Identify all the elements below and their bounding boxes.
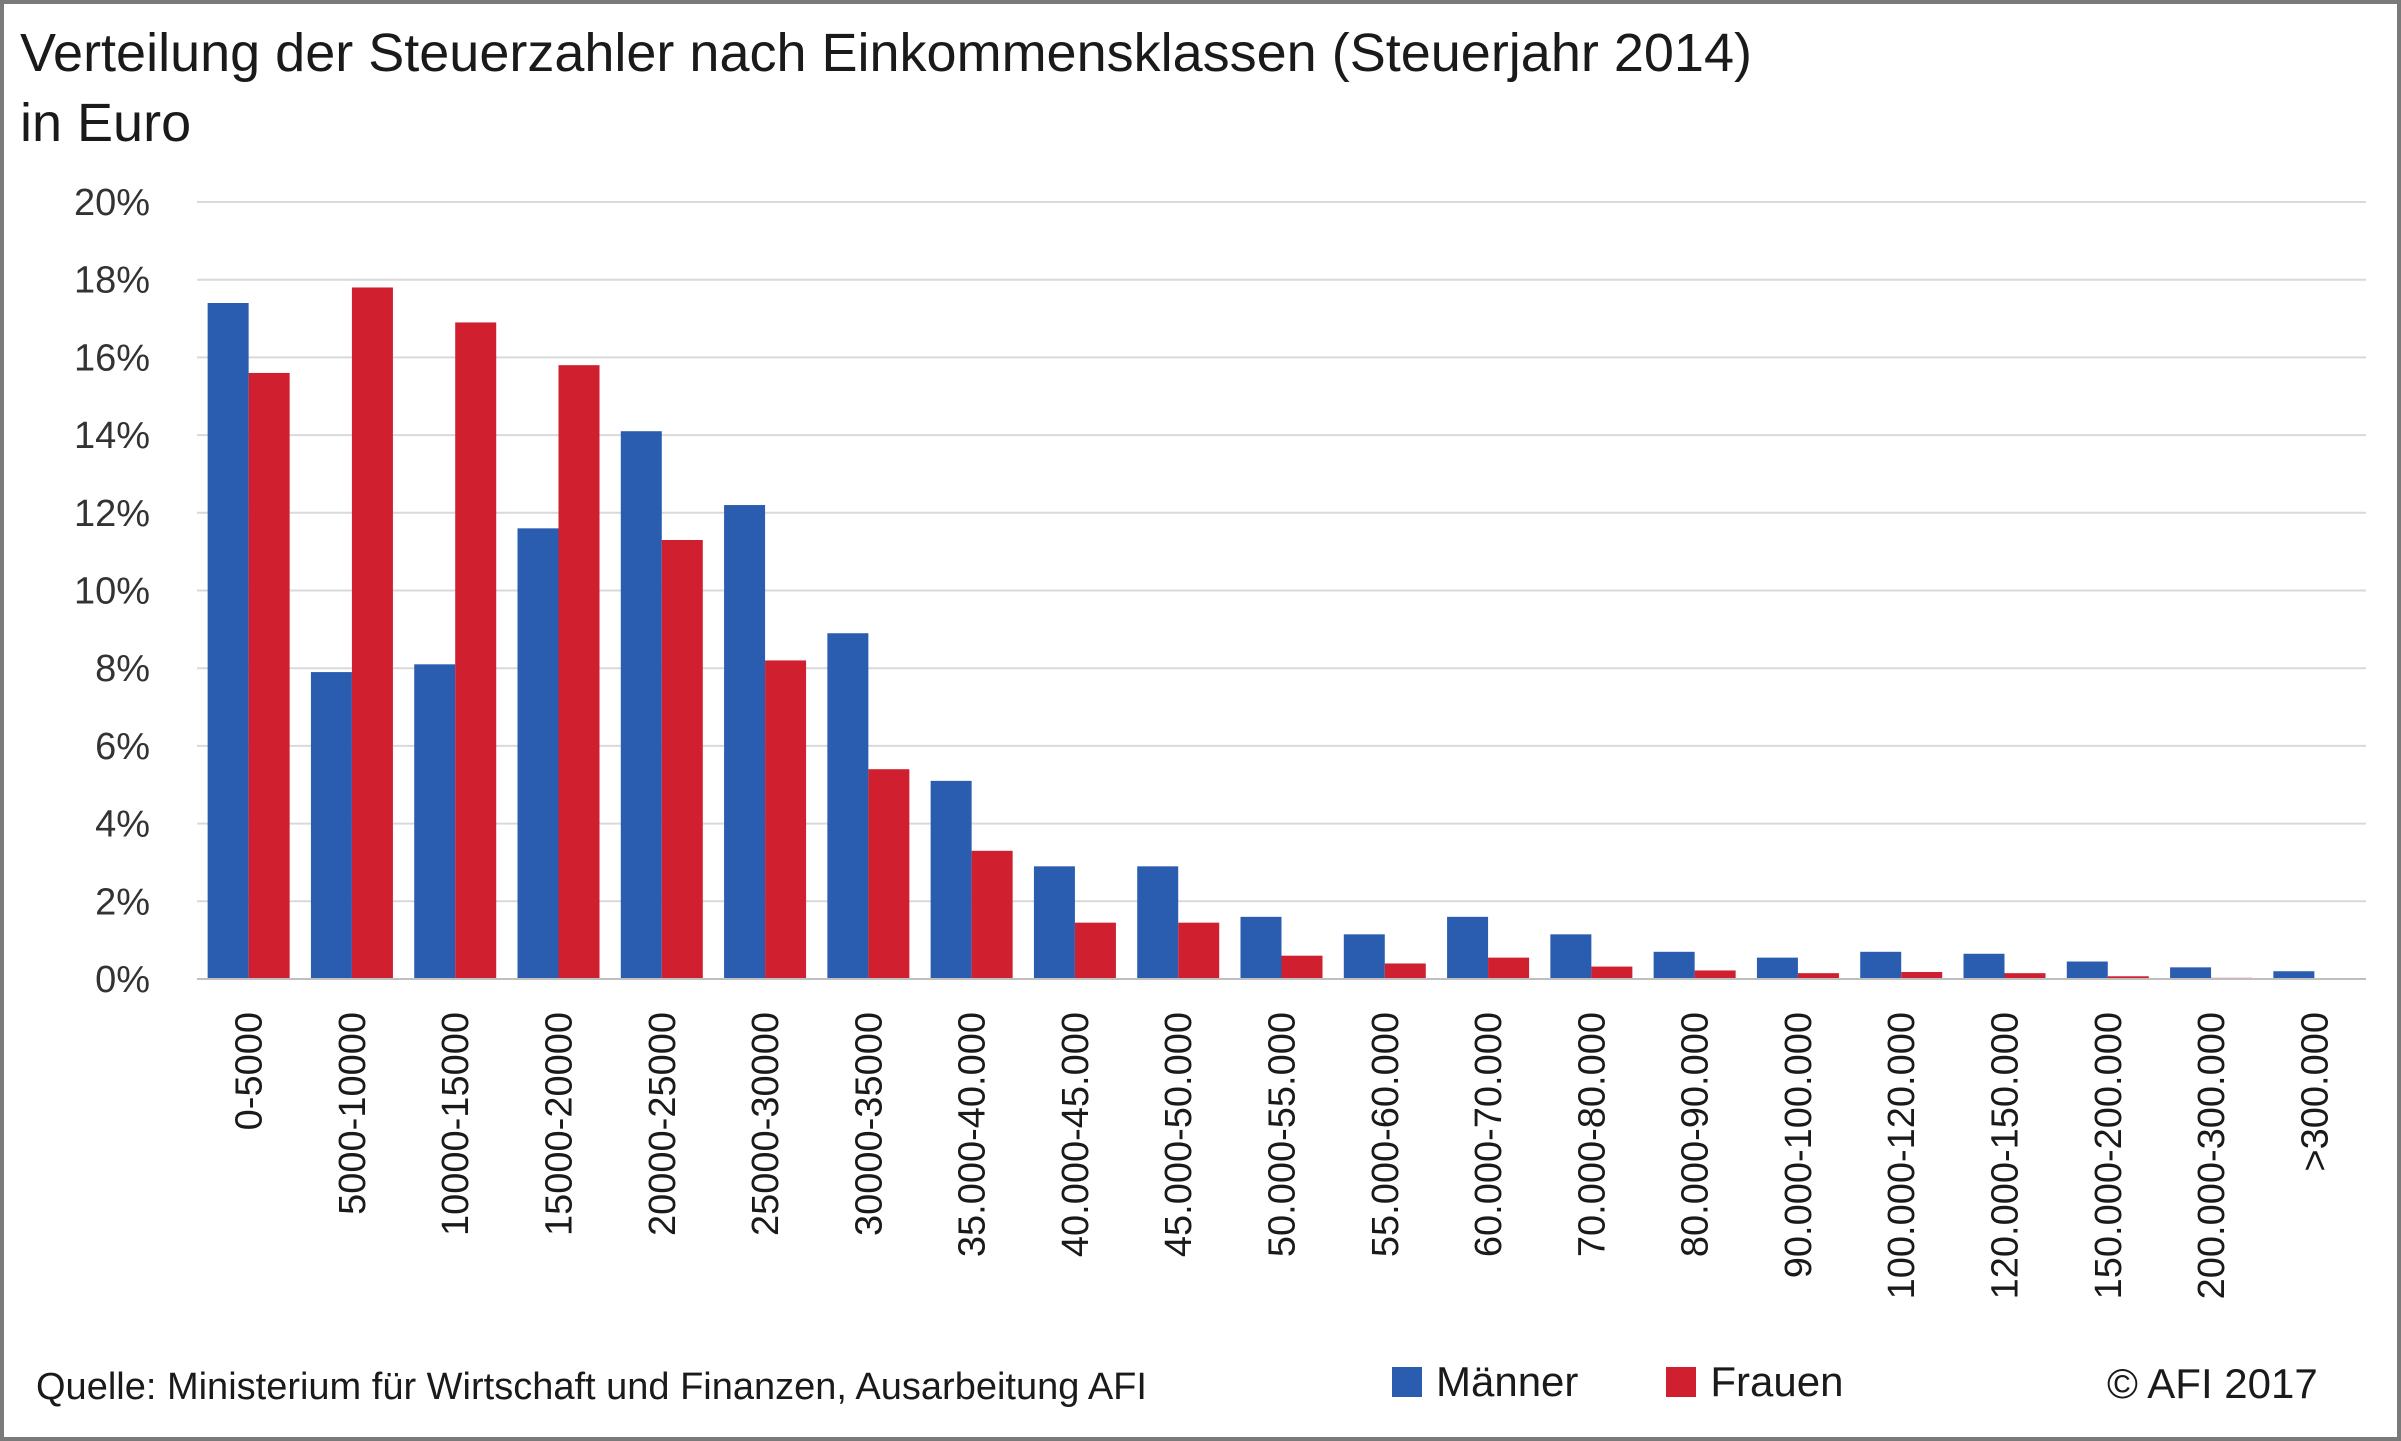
x-tick-label: 20000-25000 bbox=[642, 1012, 684, 1236]
x-tick-label: 25000-30000 bbox=[745, 1012, 787, 1236]
y-tick-label: 10% bbox=[74, 571, 150, 613]
y-tick-label: 14% bbox=[74, 415, 150, 457]
x-tick-label: 200.000-300.000 bbox=[2191, 1012, 2233, 1299]
bar-maenner bbox=[2066, 961, 2108, 979]
bar-maenner bbox=[1137, 866, 1179, 979]
bar-frauen bbox=[1281, 955, 1323, 979]
bar-frauen bbox=[558, 365, 600, 979]
x-axis-ticks: 0-5000 5000-10000 10000-15000 15000-20000 20… bbox=[229, 1012, 2337, 1299]
y-tick-label: 18% bbox=[74, 260, 150, 302]
x-tick-label: 30000-35000 bbox=[848, 1012, 890, 1236]
bar-maenner bbox=[517, 528, 559, 979]
bar-maenner bbox=[310, 672, 352, 979]
legend-swatch-maenner bbox=[1392, 1367, 1422, 1397]
legend-item-frauen: Frauen bbox=[1666, 1358, 1843, 1406]
bar-maenner bbox=[1756, 957, 1798, 979]
y-tick-label: 16% bbox=[74, 337, 150, 379]
bar-frauen bbox=[248, 372, 290, 979]
bar-frauen bbox=[2004, 973, 2046, 979]
bar-frauen bbox=[351, 287, 393, 980]
x-tick-label: 55.000-60.000 bbox=[1365, 1012, 1407, 1257]
chart-title: Verteilung der Steuerzahler nach Einkomm… bbox=[20, 18, 1752, 158]
x-tick-label: 45.000-50.000 bbox=[1158, 1012, 1200, 1257]
copyright-note: © AFI 2017 bbox=[2107, 1360, 2318, 1407]
x-tick-label: 100.000-120.000 bbox=[1881, 1012, 1923, 1299]
bar-frauen bbox=[2107, 976, 2149, 979]
y-axis-ticks: 0% 2% 4% 6% 8% 10% 12% 14% 16% 18% 20% bbox=[74, 182, 150, 1001]
x-tick-label: 10000-15000 bbox=[435, 1012, 477, 1236]
bar-maenner bbox=[414, 664, 456, 979]
bar-frauen bbox=[661, 539, 703, 979]
legend-label-frauen: Frauen bbox=[1710, 1358, 1844, 1405]
y-tick-label: 4% bbox=[95, 804, 150, 846]
source-note: Quelle: Ministerium für Wirtschaft und F… bbox=[36, 1366, 1147, 1408]
bar-maenner bbox=[724, 505, 766, 979]
bar-frauen bbox=[1384, 963, 1426, 979]
y-tick-label: 6% bbox=[95, 726, 150, 768]
y-tick-label: 12% bbox=[74, 493, 150, 535]
chart-title-line1: Verteilung der Steuerzahler nach Einkomm… bbox=[20, 23, 1752, 83]
x-tick-label: 90.000-100.000 bbox=[1778, 1012, 1820, 1278]
bar-frauen bbox=[455, 322, 497, 979]
x-tick-label: 70.000-80.000 bbox=[1571, 1012, 1613, 1257]
bar-maenner bbox=[2170, 967, 2212, 979]
x-tick-label: 150.000-200.000 bbox=[2088, 1012, 2130, 1299]
bars bbox=[207, 287, 2315, 980]
legend-label-maenner: Männer bbox=[1436, 1358, 1579, 1405]
legend-item-maenner: Männer bbox=[1392, 1358, 1578, 1406]
bar-maenner bbox=[1240, 916, 1282, 979]
bar-chart: 0% 2% 4% 6% 8% 10% 12% 14% 16% 18% 20% 0-5000 5000-… bbox=[74, 182, 2366, 1299]
bar-frauen bbox=[1797, 973, 1839, 979]
bar-frauen bbox=[1178, 922, 1220, 979]
bar-maenner bbox=[620, 431, 662, 980]
bar-frauen bbox=[765, 660, 807, 979]
bar-frauen bbox=[868, 769, 910, 979]
legend: Männer Frauen bbox=[1392, 1358, 1931, 1406]
x-tick-label: >300.000 bbox=[2294, 1012, 2336, 1172]
bar-maenner bbox=[1963, 953, 2005, 979]
x-tick-label: 15000-20000 bbox=[539, 1012, 581, 1236]
y-tick-label: 8% bbox=[95, 648, 150, 690]
bar-maenner bbox=[1550, 934, 1592, 979]
x-tick-label: 40.000-45.000 bbox=[1055, 1012, 1097, 1257]
x-tick-label: 5000-10000 bbox=[332, 1012, 374, 1215]
bar-frauen bbox=[1591, 966, 1633, 979]
chart-title-line2: in Euro bbox=[20, 93, 192, 153]
bar-frauen bbox=[971, 850, 1013, 979]
bar-maenner bbox=[827, 633, 869, 979]
y-tick-label: 0% bbox=[95, 959, 150, 1001]
bar-maenner bbox=[1860, 951, 1902, 979]
y-tick-label: 2% bbox=[95, 881, 150, 923]
legend-swatch-frauen bbox=[1666, 1367, 1697, 1397]
bar-frauen bbox=[1488, 957, 1530, 979]
x-tick-label: 80.000-90.000 bbox=[1675, 1012, 1717, 1257]
x-tick-label: 35.000-40.000 bbox=[952, 1012, 994, 1257]
bar-frauen bbox=[1074, 922, 1116, 979]
x-tick-label: 120.000-150.000 bbox=[1985, 1012, 2027, 1299]
x-tick-label: 60.000-70.000 bbox=[1468, 1012, 1510, 1257]
bar-maenner bbox=[207, 303, 249, 979]
bar-maenner bbox=[1447, 916, 1489, 979]
bar-maenner bbox=[1653, 951, 1695, 979]
bar-maenner bbox=[2273, 971, 2315, 979]
bar-maenner bbox=[930, 780, 972, 979]
bar-maenner bbox=[1343, 934, 1385, 979]
x-tick-label: 50.000-55.000 bbox=[1262, 1012, 1304, 1257]
bar-frauen bbox=[1901, 972, 1943, 979]
x-tick-label: 0-5000 bbox=[229, 1012, 271, 1130]
y-tick-label: 20% bbox=[74, 182, 150, 224]
bar-maenner bbox=[1033, 866, 1075, 979]
bar-frauen bbox=[1694, 970, 1736, 979]
